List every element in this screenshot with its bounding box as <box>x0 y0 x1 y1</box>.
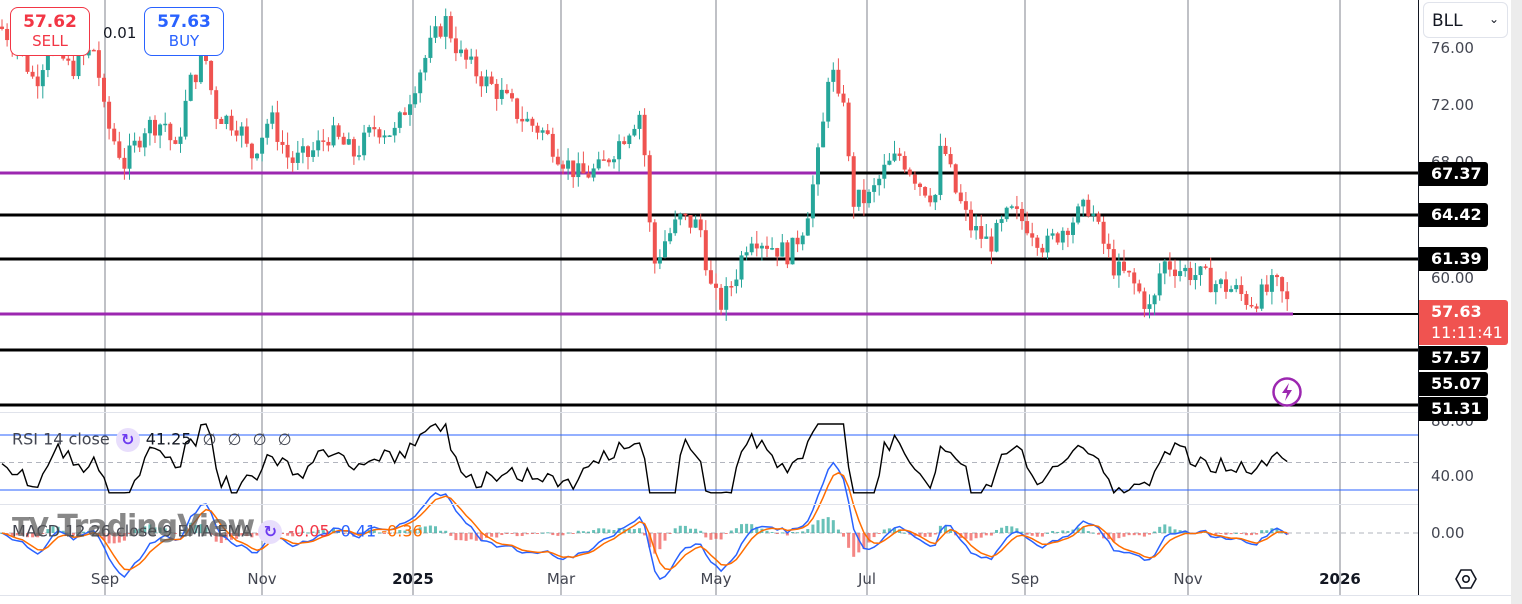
macd-pane <box>0 461 1418 581</box>
tradingview-logo-icon: 𝗧𝗩 <box>12 513 49 543</box>
pane-separator-rsi[interactable] <box>0 412 1418 413</box>
chevron-down-icon: ⌄ <box>1488 12 1499 26</box>
sell-button[interactable]: 57.62 SELL <box>10 7 90 56</box>
level-price-tag[interactable]: 55.07 <box>1419 372 1488 396</box>
price-axis-label: 60.00 <box>1431 269 1474 287</box>
watermark-text: TradingView <box>57 509 255 544</box>
level-price-tag[interactable]: 57.57 <box>1419 346 1488 370</box>
rsi-pane <box>0 422 1418 495</box>
spread-value: 0.01 <box>103 24 137 42</box>
rsi-legend[interactable]: RSI 14 close ↻ 41.25 ∅ ∅ ∅ ∅ <box>12 428 292 452</box>
bar-countdown: 11:11:41 <box>1431 323 1503 342</box>
macd-title: MACD 12 26 close 9 EMA EMA <box>12 521 253 541</box>
rsi-extra: ∅ <box>202 429 217 449</box>
pane-separator-macd[interactable] <box>0 504 1418 505</box>
macd-hist-value: -0.05 <box>288 521 330 541</box>
horizontal-levels[interactable] <box>0 171 1418 407</box>
time-axis-label: May <box>700 570 732 588</box>
settings-hexagon-icon[interactable] <box>1454 568 1478 590</box>
bottom-border <box>0 595 1511 596</box>
tradingview-watermark: 𝗧𝗩 TradingView <box>12 509 255 544</box>
price-axis-label: 72.00 <box>1431 96 1474 114</box>
symbol-ticker: BLL <box>1432 11 1463 31</box>
macd-legend[interactable]: MACD 12 26 close 9 EMA EMA ↻ -0.05 -0.41 -… <box>12 520 423 544</box>
refresh-cycle-icon[interactable]: ↻ <box>258 520 283 544</box>
level-price-tag[interactable]: 64.42 <box>1419 203 1488 227</box>
buy-label: BUY <box>168 32 200 50</box>
time-axis-label: 2026 <box>1319 570 1361 588</box>
rsi-title: RSI 14 close <box>12 429 110 449</box>
time-axis-label: 2025 <box>392 570 434 588</box>
level-price-tag[interactable]: 51.31 <box>1419 397 1488 421</box>
rsi-axis-label: 40.00 <box>1431 467 1474 485</box>
level-price-tag[interactable]: 67.37 <box>1419 162 1488 186</box>
time-axis-label: Nov <box>1173 570 1203 588</box>
time-axis-label: Sep <box>90 570 120 588</box>
price-candles <box>0 8 1290 321</box>
macd-signal-value: -0.36 <box>381 521 423 541</box>
sell-label: SELL <box>32 32 68 50</box>
macd-line-value: -0.41 <box>334 521 377 541</box>
symbol-select[interactable]: BLL ⌄ <box>1423 2 1508 38</box>
macd-axis-label: 0.00 <box>1431 524 1465 542</box>
rsi-extra: ∅ <box>227 429 242 449</box>
level-price-tag[interactable]: 61.39 <box>1419 247 1488 271</box>
sell-price: 57.62 <box>23 12 77 32</box>
rsi-extra: ∅ <box>252 429 267 449</box>
rsi-value: 41.25 <box>145 429 192 449</box>
time-axis-label: Nov <box>247 570 277 588</box>
refresh-cycle-icon[interactable]: ↻ <box>115 428 140 452</box>
rsi-extra: ∅ <box>277 429 292 449</box>
axis-border <box>1418 0 1419 595</box>
time-axis-label: Sep <box>1010 570 1040 588</box>
time-axis-label: Mar <box>546 570 576 588</box>
right-scroll-strip <box>1511 0 1522 604</box>
lightning-alert-icon[interactable] <box>1272 377 1302 407</box>
current-price-value: 57.63 <box>1431 302 1482 321</box>
current-price-tag: 57.63 11:11:41 <box>1419 300 1508 345</box>
time-axis-label: Jul <box>857 570 877 588</box>
buy-price: 57.63 <box>157 12 211 32</box>
price-axis-label: 76.00 <box>1431 39 1474 57</box>
buy-button[interactable]: 57.63 BUY <box>144 7 224 56</box>
